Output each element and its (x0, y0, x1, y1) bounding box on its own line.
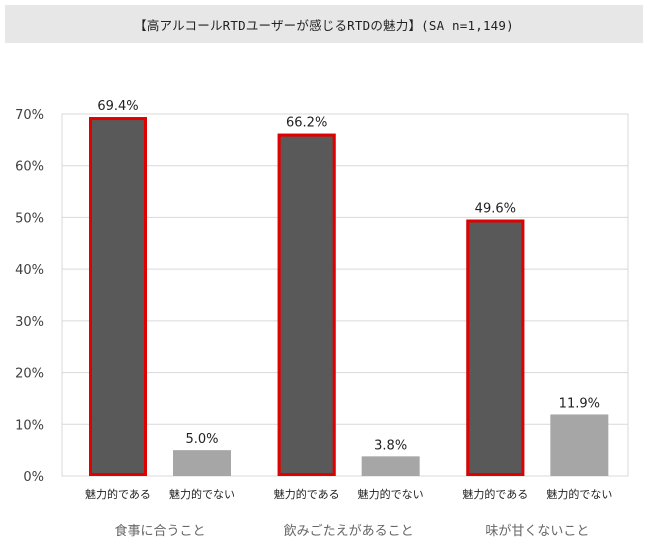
x-sub-label: 魅力的である (85, 487, 151, 501)
y-tick-label: 70% (15, 108, 44, 123)
data-label: 5.0% (185, 432, 218, 447)
x-group-label: 飲みごたえがあること (284, 523, 414, 539)
y-tick-label: 60% (15, 160, 44, 175)
data-label: 66.2% (286, 116, 327, 131)
x-sub-label: 魅力的でない (358, 487, 424, 501)
y-tick-label: 40% (15, 263, 44, 278)
bar (550, 414, 609, 476)
bar-highlight-outline (466, 219, 525, 476)
bar (173, 450, 231, 476)
x-sub-label: 魅力的でない (169, 487, 235, 501)
x-group-label: 食事に合うこと (114, 523, 205, 539)
bar (466, 219, 525, 477)
y-tick-label: 50% (15, 211, 44, 226)
x-sub-label: 魅力的である (462, 487, 528, 501)
data-label: 49.6% (475, 201, 516, 216)
x-group-label: 味が甘くないこと (485, 524, 589, 539)
bar (361, 456, 420, 476)
data-label: 11.9% (559, 396, 600, 411)
x-sub-label: 魅力的である (274, 487, 340, 501)
x-sub-label: 魅力的でない (546, 487, 612, 501)
y-tick-label: 30% (15, 315, 44, 330)
chart-title: 【高アルコールRTDユーザーが感じるRTDの魅力】(SA n=1,149) (134, 17, 514, 33)
y-tick-label: 20% (15, 367, 44, 382)
bar-highlight-outline (89, 117, 147, 477)
y-tick-label: 0% (23, 470, 44, 485)
bar (89, 117, 147, 477)
chart-title-bar: 【高アルコールRTDユーザーが感じるRTDの魅力】(SA n=1,149) (5, 5, 643, 43)
bar-highlight-outline (277, 133, 336, 476)
y-tick-label: 10% (15, 418, 44, 433)
data-label: 69.4% (97, 99, 138, 114)
bar (277, 133, 336, 476)
data-label: 3.8% (374, 438, 407, 453)
